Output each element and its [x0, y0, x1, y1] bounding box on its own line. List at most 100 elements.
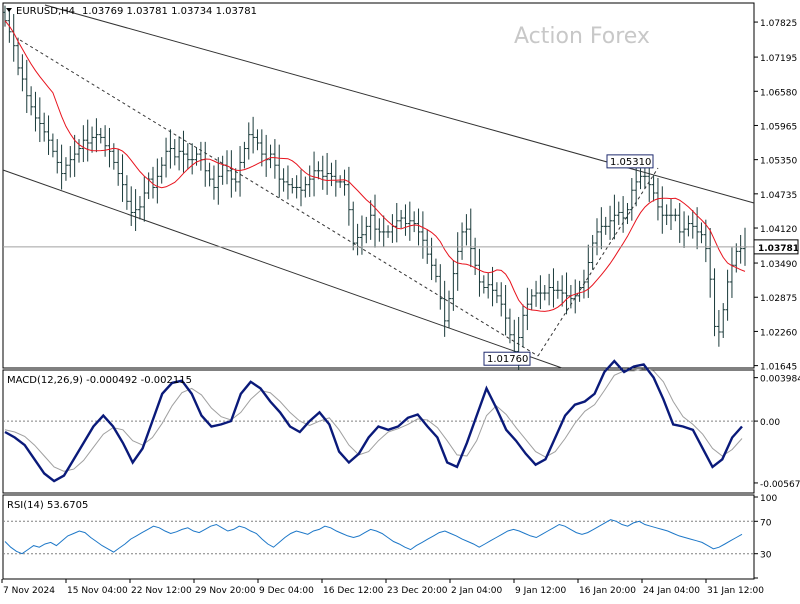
- price-bar: [303, 176, 308, 198]
- price-bar: [521, 304, 525, 348]
- trend-channel: [2, 4, 755, 369]
- price-bar: [142, 176, 147, 222]
- price-bar: [499, 282, 504, 317]
- macd-signal-line: [4, 368, 743, 472]
- price-annotation-box: [606, 154, 654, 169]
- macd-title: MACD(12,26,9) -0.000492 -0.002115: [7, 375, 192, 386]
- price-bar: [329, 162, 334, 187]
- price-bar: [634, 164, 639, 207]
- price-bar: [703, 219, 708, 263]
- rsi-line: [4, 519, 743, 555]
- price-bar: [477, 248, 482, 297]
- price-bar: [725, 269, 730, 321]
- price-bar: [20, 54, 25, 92]
- price-bar: [111, 143, 116, 170]
- price-bar: [277, 144, 282, 198]
- price-tick-label: 1.01645: [760, 363, 797, 373]
- dropdown-triangle-icon[interactable]: [6, 8, 12, 12]
- price-bar: [220, 155, 225, 185]
- price-bar: [177, 136, 182, 171]
- price-bar: [625, 203, 630, 225]
- price-bar: [429, 237, 434, 281]
- price-bar: [129, 186, 134, 226]
- price-bar: [721, 303, 726, 338]
- price-bar: [63, 157, 68, 181]
- price-annotation-label: 1.01760: [487, 354, 528, 365]
- price-bar: [447, 290, 451, 329]
- price-bar: [399, 209, 404, 229]
- price-bar: [55, 139, 60, 174]
- price-bar: [538, 275, 543, 310]
- price-bar: [590, 234, 595, 270]
- price-bar: [29, 86, 34, 116]
- price-bar: [603, 216, 608, 235]
- price-panel: [2, 2, 755, 369]
- price-axis: 1.07825 1.07195 1.06580 1.05965 1.05350 1.047…: [754, 19, 797, 373]
- price-bar: [11, 14, 16, 62]
- price-bar: [673, 208, 678, 222]
- macd-tick-label: -0.00567: [760, 480, 800, 490]
- price-bar: [120, 154, 125, 202]
- price-bar: [159, 157, 164, 184]
- time-tick-label: 9 Jan 12:00: [515, 586, 567, 596]
- price-bar: [198, 141, 203, 171]
- price-bar: [107, 127, 112, 168]
- price-bar: [333, 159, 338, 197]
- price-bar: [3, 5, 7, 27]
- price-bar: [168, 129, 173, 169]
- price-bar: [486, 272, 491, 299]
- price-bar: [225, 150, 229, 185]
- rsi-tick-label: 70: [760, 518, 772, 528]
- price-bar: [251, 116, 256, 154]
- price-bar: [638, 168, 643, 190]
- fib-dashed-line: [19, 39, 539, 357]
- watermark: Action Forex: [514, 24, 650, 49]
- macd-tick-label: 0.003984: [760, 375, 800, 385]
- price-bar: [181, 130, 186, 173]
- time-tick-label: 2 Jan 04:00: [451, 586, 503, 596]
- price-bar: [81, 125, 86, 163]
- price-bar: [68, 146, 73, 178]
- price-bar: [281, 168, 286, 192]
- time-tick-label: 24 Jan 04:00: [643, 586, 700, 596]
- price-bar: [551, 268, 556, 308]
- price-bar: [738, 234, 743, 264]
- price-bar: [77, 139, 81, 163]
- price-bar: [716, 310, 721, 347]
- price-bar: [59, 144, 64, 190]
- price-bar: [98, 127, 103, 144]
- price-bar: [90, 126, 95, 153]
- price-bar: [547, 273, 552, 306]
- price-bar: [695, 207, 700, 250]
- channel-lower-line: [2, 169, 563, 369]
- price-bar: [72, 134, 77, 177]
- macd-panel: [2, 369, 755, 494]
- price-bar: [155, 158, 160, 204]
- price-bar: [669, 198, 673, 230]
- price-bar: [442, 280, 447, 337]
- rsi-axis: 100 70 30: [3, 494, 777, 579]
- price-bar: [577, 280, 582, 302]
- price-bar: [42, 112, 47, 142]
- symbol-label: EURUSD,H4: [16, 6, 75, 17]
- price-bar: [503, 285, 508, 336]
- price-bar: [346, 166, 351, 226]
- price-tick-label: 1.05965: [760, 122, 797, 132]
- fib-dashed-line-2: [537, 167, 659, 357]
- price-bar: [660, 186, 665, 234]
- price-bar: [651, 175, 656, 202]
- price-bar: [612, 194, 617, 240]
- price-bar: [359, 215, 364, 255]
- time-tick-label: 23 Dec 20:00: [387, 586, 448, 596]
- price-bar: [194, 147, 199, 166]
- price-bar: [37, 97, 42, 143]
- price-bar: [599, 207, 604, 250]
- time-tick-label: 31 Jan 12:00: [707, 586, 764, 596]
- price-bar: [246, 122, 251, 160]
- price-bar: [172, 139, 177, 166]
- time-tick-label: 16 Dec 12:00: [323, 586, 384, 596]
- price-bar: [708, 228, 713, 298]
- price-bars: [3, 5, 747, 370]
- price-bar: [390, 214, 395, 243]
- time-tick-label: 7 Nov 2024: [3, 586, 55, 596]
